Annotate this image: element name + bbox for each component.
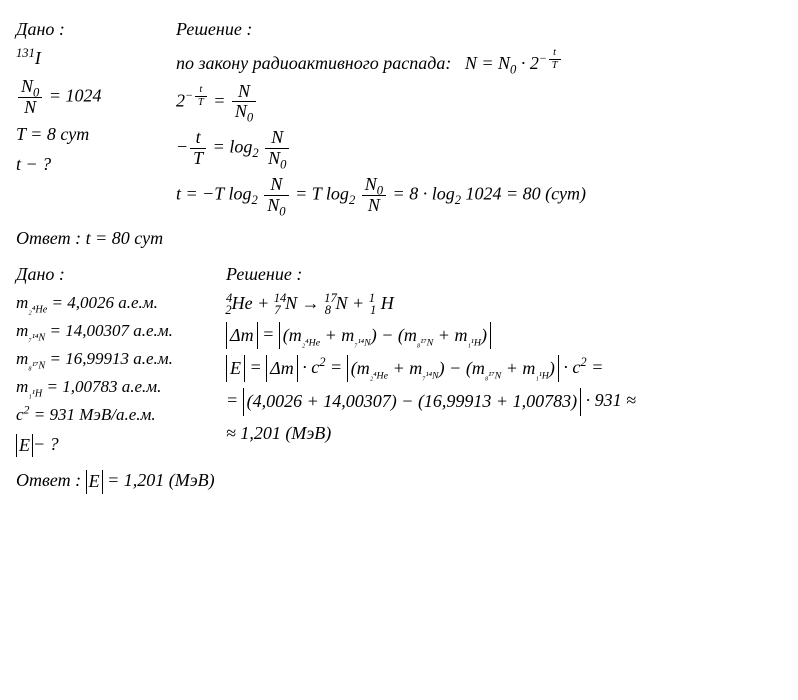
unknown-t: t − ? <box>16 153 176 176</box>
given-column-1: Дано : 131I N0 N = 1024 T = 8 сут t − ? <box>16 12 176 182</box>
step-2: − t T = log2 N N0 <box>176 128 782 169</box>
given-label-1: Дано : <box>16 18 176 41</box>
final-calc-1: t = −T log2 N N0 = T log2 N0 N = 8 · log… <box>176 175 782 216</box>
isotope-mass: 131 <box>16 46 35 60</box>
solution-column-2: Решение : 42He + 147 N → 178 N + 11 H Δm… <box>226 257 782 451</box>
ratio-val: = 1024 <box>49 85 102 105</box>
mass-defect: Δm = (m₂⁴He + m₇¹⁴N) − (m₈¹⁷N + m₁¹H) <box>226 322 782 349</box>
ratio-frac: N0 N <box>18 77 42 118</box>
half-life: T = 8 сут <box>16 123 176 146</box>
decay-law: по закону радиоактивного распада: N = N0… <box>176 47 782 75</box>
energy-formula: E = Δm · c2 = (m₂⁴He + m₇¹⁴N) − (m₈¹⁷N +… <box>226 355 782 382</box>
mass-h: m₁¹H = 1,00783 а.е.м. <box>16 376 226 398</box>
given-column-2: Дано : m₂⁴He = 4,0026 а.е.м. m₇¹⁴N = 14,… <box>16 257 226 463</box>
nuclear-reaction: 42He + 147 N → 178 N + 11 H <box>226 292 782 315</box>
isotope: 131I <box>16 47 176 70</box>
answer-1: Ответ : t = 80 сут <box>16 227 782 250</box>
c-squared: c2 = 931 МэВ/а.е.м. <box>16 404 226 426</box>
step-1: 2−tT = N N0 <box>176 82 782 123</box>
answer-2: Ответ : E = 1,201 (МэВ) <box>16 469 782 494</box>
mass-he: m₂⁴He = 4,0026 а.е.м. <box>16 292 226 314</box>
solution-label-2: Решение : <box>226 263 782 286</box>
problem-2: Дано : m₂⁴He = 4,0026 а.е.м. m₇¹⁴N = 14,… <box>16 257 782 463</box>
ratio: N0 N = 1024 <box>16 77 176 118</box>
unknown-e: E− ? <box>16 433 226 458</box>
given-label-2: Дано : <box>16 263 226 286</box>
solution-label-1: Решение : <box>176 18 782 41</box>
energy-result: ≈ 1,201 (МэВ) <box>226 422 782 445</box>
mass-n17: m₈¹⁷N = 16,99913 а.е.м. <box>16 348 226 370</box>
energy-numeric: = (4,0026 + 14,00307) − (16,99913 + 1,00… <box>226 388 782 415</box>
mass-n14: m₇¹⁴N = 14,00307 а.е.м. <box>16 320 226 342</box>
solution-column-1: Решение : по закону радиоактивного распа… <box>176 12 782 221</box>
problem-1: Дано : 131I N0 N = 1024 T = 8 сут t − ? … <box>16 12 782 221</box>
isotope-el: I <box>35 48 41 68</box>
